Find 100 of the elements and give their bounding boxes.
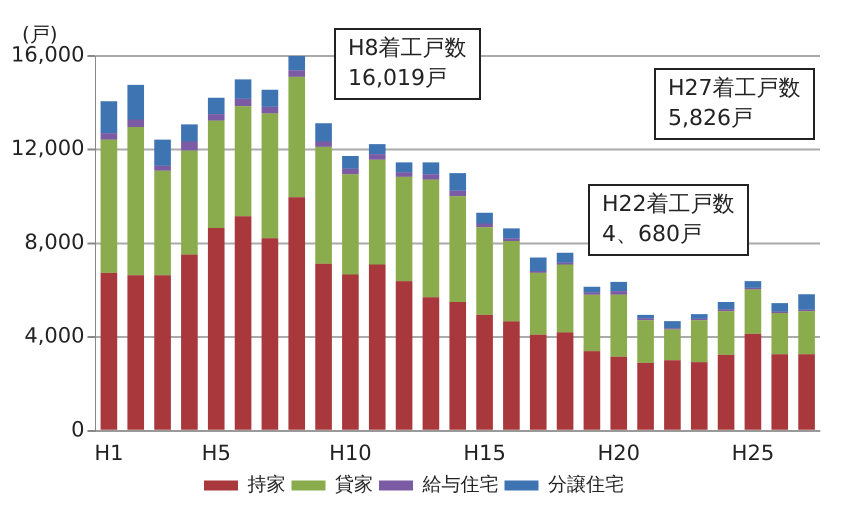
bar	[100, 140, 118, 273]
bar	[530, 334, 547, 430]
y-tick-label: 8,000	[24, 230, 84, 254]
bar	[584, 286, 600, 292]
bar	[556, 332, 574, 430]
x-tick-label: H20	[597, 440, 640, 465]
bar	[396, 162, 412, 172]
bar	[315, 264, 332, 430]
bar	[476, 223, 493, 228]
bar	[664, 329, 681, 360]
bar	[610, 291, 628, 295]
bar	[718, 302, 734, 310]
bar	[422, 174, 440, 180]
bar	[342, 168, 359, 174]
bar	[449, 190, 466, 196]
bar	[234, 79, 252, 99]
bar	[262, 238, 278, 430]
bar	[154, 275, 171, 430]
bar	[556, 252, 574, 263]
bar	[449, 173, 466, 191]
bar	[127, 119, 144, 127]
y-tick-label: 0	[71, 417, 84, 442]
bar	[100, 272, 118, 430]
bar	[422, 297, 440, 430]
x-tick-label: H25	[732, 440, 774, 465]
annotation: H22着工戸数 4、680戸	[588, 184, 749, 256]
bar	[396, 172, 412, 177]
bar	[181, 124, 198, 142]
y-axis-title: (戸)	[22, 22, 58, 46]
bar	[744, 334, 762, 430]
bar	[476, 314, 493, 430]
bar	[181, 254, 198, 430]
bar	[234, 106, 252, 216]
bar	[798, 354, 815, 430]
bar	[315, 146, 332, 264]
x-tick-label: H15	[463, 440, 506, 465]
legend-label: 持家	[248, 473, 286, 496]
bar	[530, 272, 547, 335]
bar	[771, 312, 788, 354]
x-tick-label: H5	[202, 440, 231, 465]
y-tick-label: 12,000	[10, 136, 84, 160]
bar	[690, 362, 708, 430]
bar	[342, 156, 359, 169]
annotation: H8着工戸数 16,019戸	[334, 28, 481, 100]
bar	[262, 90, 278, 107]
bar	[476, 227, 493, 315]
bar	[127, 84, 144, 120]
bar	[288, 70, 306, 77]
bar	[154, 170, 171, 276]
bar	[503, 321, 520, 430]
bar	[368, 264, 386, 430]
bar	[396, 176, 412, 282]
bar	[556, 264, 574, 332]
bar	[690, 314, 708, 319]
bar	[100, 133, 118, 140]
bar	[368, 154, 386, 160]
bar	[798, 294, 815, 310]
bar	[396, 281, 412, 430]
bar	[181, 150, 198, 255]
bar	[422, 180, 440, 298]
x-tick-label: H10	[329, 440, 372, 465]
bar	[449, 196, 466, 302]
bar	[637, 320, 654, 363]
bar	[342, 274, 359, 430]
bar	[288, 76, 306, 198]
x-tick-label: H1	[94, 440, 124, 465]
legend-label: 貸家	[335, 473, 373, 496]
bar	[100, 101, 118, 134]
bar	[637, 362, 654, 430]
bar	[288, 56, 306, 70]
bar	[262, 113, 278, 238]
bar	[368, 144, 386, 154]
bar	[584, 351, 600, 430]
bar	[718, 311, 734, 355]
bar	[798, 311, 815, 354]
bar	[181, 142, 198, 151]
bar	[771, 303, 788, 312]
annotation: H27着工戸数 5,826戸	[654, 68, 815, 140]
bar	[288, 197, 306, 430]
bar	[262, 106, 278, 114]
bar	[476, 212, 493, 224]
bar	[154, 166, 171, 171]
bar	[315, 142, 332, 147]
bar	[315, 123, 332, 142]
bar	[690, 320, 708, 362]
bar	[664, 360, 681, 430]
bar	[422, 162, 440, 174]
bar	[154, 140, 171, 166]
legend-label: 分譲住宅	[548, 473, 624, 496]
legend-label: 給与住宅	[422, 473, 498, 496]
bar	[234, 98, 252, 106]
bar	[503, 238, 520, 242]
bar	[610, 294, 628, 357]
bar	[127, 275, 144, 430]
y-tick-label: 4,000	[24, 324, 84, 348]
bar	[664, 321, 681, 328]
bar	[584, 294, 600, 352]
bar	[368, 160, 386, 264]
bar	[208, 114, 225, 121]
bar	[127, 126, 144, 276]
